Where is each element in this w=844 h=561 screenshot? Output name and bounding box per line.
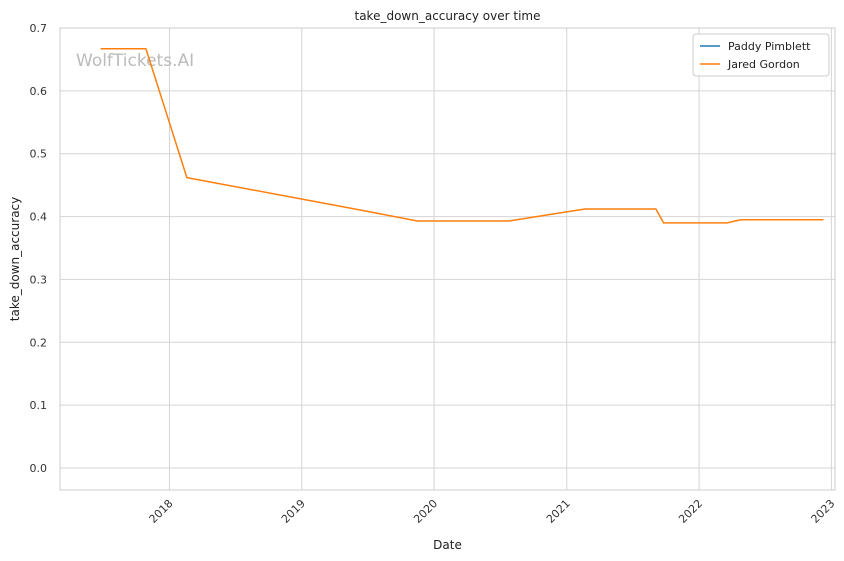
y-tick-label: 0.3 — [30, 273, 48, 286]
y-tick-label: 0.0 — [30, 462, 48, 475]
y-tick-label: 0.7 — [30, 22, 48, 35]
x-axis-title: Date — [433, 538, 462, 552]
y-tick-label: 0.5 — [30, 148, 48, 161]
plot-area-frame — [59, 27, 836, 491]
y-tick-label: 0.6 — [30, 85, 48, 98]
y-axis-ticks: 0.0 0.1 0.2 0.3 0.4 0.5 0.6 0.7 — [30, 22, 48, 475]
legend-label: Jared Gordon — [727, 58, 800, 71]
y-tick-label: 0.2 — [30, 336, 48, 349]
grid — [60, 27, 835, 490]
series-line-jared-gordon — [100, 47, 824, 224]
series-layer — [100, 47, 824, 224]
legend: Paddy Pimblett Jared Gordon — [692, 33, 830, 77]
legend-box — [692, 33, 830, 77]
watermark: WolfTickets.AI — [76, 51, 194, 71]
y-tick-label: 0.4 — [30, 211, 48, 224]
chart-title: take_down_accuracy over time — [355, 9, 541, 23]
y-tick-label: 0.1 — [30, 399, 48, 412]
legend-label: Paddy Pimblett — [728, 40, 811, 53]
y-axis-title: take_down_accuracy — [8, 197, 22, 321]
